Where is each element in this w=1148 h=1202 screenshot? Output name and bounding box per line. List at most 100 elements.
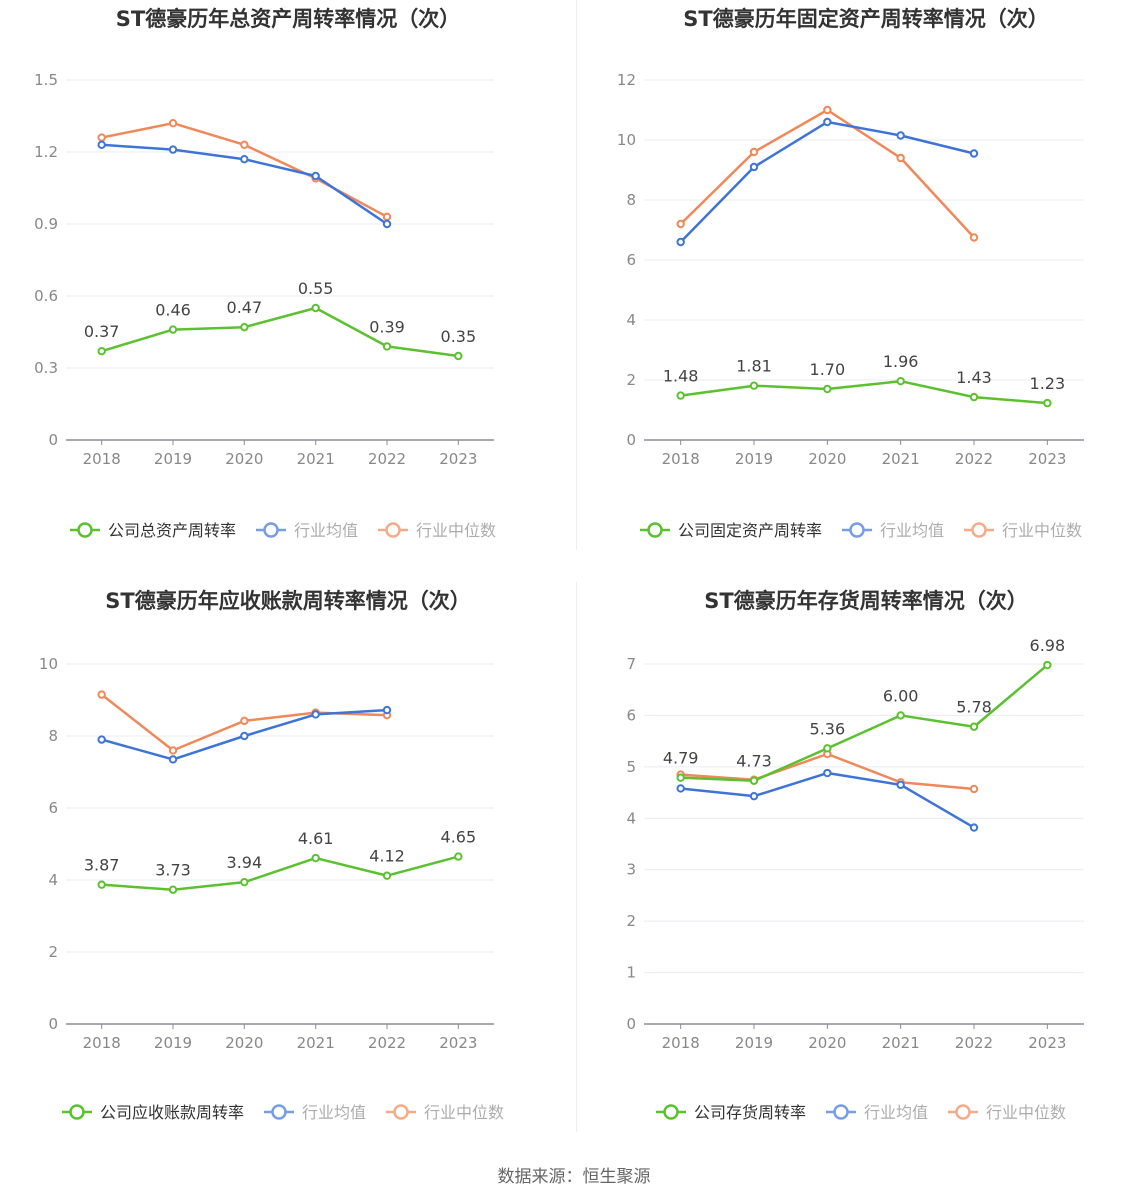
data-label: 3.73 [155,861,191,880]
legend-item-median[interactable]: 行业中位数 [948,1103,1066,1122]
data-point-company [311,303,320,313]
data-point-company [168,885,178,894]
data-point-company [969,392,979,402]
x-tick-label: 2018 [83,450,121,468]
x-tick-label: 2018 [83,1034,121,1052]
data-point-company [676,391,685,400]
legend-item-median[interactable]: 行业中位数 [378,521,496,540]
series-line-company [101,306,459,358]
legend-item-median[interactable]: 行业中位数 [386,1103,504,1122]
y-tick-label: 3 [626,861,636,879]
chart-title: ST德豪历年总资产周转率情况（次） [116,7,460,31]
data-point-company [823,744,832,753]
legend-marker [385,522,401,538]
legend-marker [77,522,93,538]
panel-divider-bottom [576,582,577,1132]
data-point-average [240,731,249,741]
data-point-average [311,710,320,719]
legend-label: 公司总资产周转率 [108,521,236,540]
data-point-average [382,219,392,229]
chart-receivables-turnover: ST德豪历年应收账款周转率情况（次） 0 2 4 6 8 10 2018 2019 2020 202… [39,589,504,1122]
x-tick-label: 2019 [735,450,773,468]
legend-item-company[interactable]: 公司固定资产周转率 [640,521,822,540]
legend-item-average[interactable]: 行业均值 [842,521,944,540]
x-tick-label: 2021 [297,1034,335,1052]
legend-label: 行业均值 [302,1103,366,1122]
y-tick-label: 0 [48,431,58,449]
x-tick-label: 2019 [735,1034,773,1052]
panel-divider-top [576,0,577,550]
legend-label: 公司固定资产周转率 [678,521,822,540]
y-tick-label: 1.5 [34,71,58,89]
data-point-company [97,347,106,356]
data-point-company [240,877,249,887]
data-label: 0.46 [155,301,191,320]
x-tick-label: 2020 [225,1034,263,1052]
y-tick-label: 1.2 [34,143,58,161]
legend-label: 行业均值 [880,521,944,540]
data-point-average [97,735,106,744]
legend-item-company[interactable]: 公司应收账款周转率 [62,1103,244,1122]
data-point-company [749,776,759,785]
data-point-company [240,323,249,332]
data-point-company [454,351,463,361]
legend-label: 行业中位数 [1002,521,1082,540]
legend-item-company[interactable]: 公司存货周转率 [656,1103,806,1122]
legend-marker [955,1104,971,1120]
legend-label: 行业中位数 [424,1103,504,1122]
legend-marker [271,1104,287,1120]
data-label: 4.65 [441,828,477,847]
legend-item-average[interactable]: 行业均值 [264,1103,366,1122]
data-label: 4.61 [298,829,334,848]
legend-label: 行业中位数 [986,1103,1066,1122]
x-tick-label: 2022 [368,450,406,468]
data-label: 0.39 [369,317,405,336]
y-tick-label: 6 [626,251,636,269]
x-tick-label: 2020 [808,450,846,468]
x-tick-label: 2019 [154,450,192,468]
x-tick-label: 2020 [225,450,263,468]
y-tick-label: 0 [626,431,636,449]
data-point-company [168,325,178,334]
data-point-company [311,853,320,863]
legend-marker [647,522,663,538]
data-label: 1.96 [883,352,919,371]
chart-title: ST德豪历年固定资产周转率情况（次） [683,7,1048,31]
y-tick-label: 5 [626,758,636,776]
y-tick-label: 2 [626,912,636,930]
y-tick-label: 6 [48,799,58,817]
y-tick-label: 7 [626,655,636,673]
data-label: 1.81 [736,357,772,376]
x-tick-label: 2021 [882,1034,920,1052]
data-point-company [749,381,759,390]
x-tick-label: 2023 [1028,450,1066,468]
data-point-company [97,880,106,889]
data-label: 3.94 [227,853,263,872]
y-tick-label: 8 [626,191,636,209]
data-point-average [311,171,320,181]
y-tick-label: 4 [626,311,636,329]
legend-marker [663,1104,679,1120]
data-label: 6.00 [883,686,919,705]
legend-item-average[interactable]: 行业均值 [826,1103,928,1122]
legend-marker [971,522,987,538]
data-point-average [676,784,685,793]
data-point-median [168,119,178,128]
data-point-average [896,780,905,790]
data-label: 4.79 [663,749,699,768]
data-point-average [823,768,832,778]
legend-item-median[interactable]: 行业中位数 [964,521,1082,540]
y-tick-label: 0.6 [34,287,58,305]
legend-label: 公司存货周转率 [694,1103,806,1122]
y-tick-label: 0 [626,1015,636,1033]
data-label: 1.43 [956,368,992,387]
data-point-average [749,791,759,801]
y-tick-label: 1 [626,964,636,982]
data-point-median [168,746,178,755]
legend-item-company[interactable]: 公司总资产周转率 [70,521,236,540]
y-tick-label: 12 [617,71,636,89]
series-line-company [101,855,459,891]
data-point-median [240,716,249,726]
legend-item-average[interactable]: 行业均值 [256,521,358,540]
data-point-median [823,105,832,115]
